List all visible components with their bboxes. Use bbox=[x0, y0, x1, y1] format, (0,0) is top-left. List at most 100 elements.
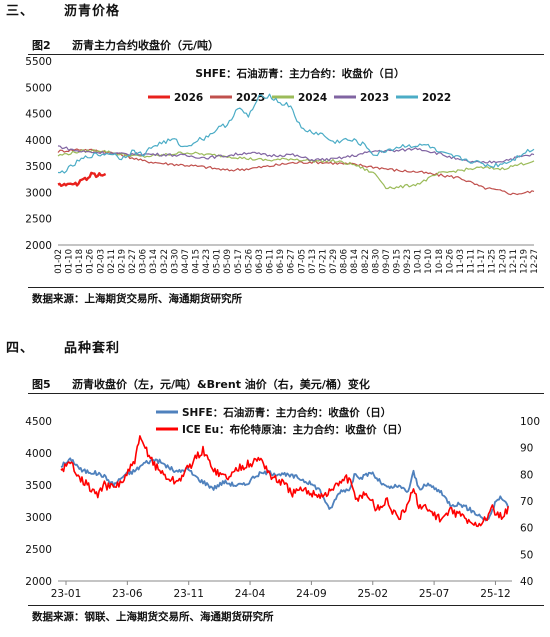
y-left-tick-label: 4000 bbox=[25, 448, 52, 460]
series-line-2025 bbox=[57, 148, 535, 196]
y-right-tick-label: 80 bbox=[520, 469, 533, 481]
x-tick-label: 07-29 bbox=[329, 249, 339, 274]
legend-entry: 2022 bbox=[422, 92, 451, 104]
x-tick-label: 03-22 bbox=[160, 249, 170, 274]
x-tick-label: 25-02 bbox=[357, 588, 388, 600]
x-tick-label: 03-30 bbox=[170, 249, 180, 274]
chart-subtitle: SHFE：石油沥青：主力合约：收盘价（日） bbox=[195, 67, 404, 80]
x-tick-label: 12-11 bbox=[509, 249, 519, 274]
x-tick-label: 09-15 bbox=[392, 249, 402, 274]
y-right-tick-label: 40 bbox=[520, 576, 533, 588]
x-tick-label: 05-01 bbox=[213, 249, 223, 274]
figure-2-source: 数据来源：上海期货交易所、海通期货研究所 bbox=[32, 293, 242, 305]
x-tick-label: 10-26 bbox=[445, 249, 455, 274]
figure-number: 图2 bbox=[32, 39, 51, 52]
figure-caption: 沥青收盘价（左，元/吨）&Brent 油价（右，美元/桶）变化 bbox=[72, 378, 370, 391]
x-tick-label: 07-21 bbox=[318, 249, 328, 274]
y-right-tick-label: 50 bbox=[520, 549, 533, 561]
figure-5-bottom-rule bbox=[28, 605, 544, 606]
legend-entry: 2025 bbox=[236, 92, 265, 104]
y-tick-label: 4500 bbox=[25, 109, 52, 121]
x-tick-label: 12-27 bbox=[530, 249, 540, 274]
figure-5-title: 图5 沥青收盘价（左，元/吨）&Brent 油价（右，美元/桶）变化 bbox=[32, 376, 370, 392]
x-tick-label: 05-26 bbox=[244, 249, 254, 274]
x-tick-label: 04-23 bbox=[202, 249, 212, 274]
y-left-tick-label: 3500 bbox=[25, 480, 52, 492]
series-line-2026 bbox=[57, 171, 107, 187]
x-tick-label: 24-09 bbox=[296, 588, 327, 600]
section-heading: 品种套利 bbox=[64, 341, 121, 356]
x-tick-label: 23-01 bbox=[51, 588, 82, 600]
x-tick-label: 24-04 bbox=[235, 588, 266, 600]
x-tick-label: 02-19 bbox=[117, 249, 127, 274]
x-tick-label: 11-03 bbox=[456, 249, 466, 274]
y-tick-label: 4000 bbox=[25, 135, 52, 147]
figure-number: 图5 bbox=[32, 378, 51, 391]
legend-entry: 2026 bbox=[174, 92, 203, 104]
x-tick-label: 02-27 bbox=[128, 249, 138, 274]
figure-5-top-rule bbox=[28, 393, 544, 394]
x-tick-label: 04-07 bbox=[181, 249, 191, 274]
legend-entry: 2024 bbox=[298, 92, 327, 104]
y-tick-label: 2500 bbox=[25, 214, 52, 226]
y-left-tick-label: 4500 bbox=[25, 416, 52, 428]
figure-2-title: 图2 沥青主力合约收盘价（元/吨） bbox=[32, 37, 219, 53]
y-right-tick-label: 100 bbox=[520, 416, 540, 428]
section-title-3: 三、 沥青价格 bbox=[6, 0, 120, 19]
x-tick-label: 12-03 bbox=[498, 249, 508, 274]
figure-2-bottom-rule bbox=[28, 287, 544, 288]
x-tick-label: 08-22 bbox=[361, 249, 371, 274]
y-left-tick-label: 2000 bbox=[25, 576, 52, 588]
y-tick-label: 5000 bbox=[25, 82, 52, 94]
x-tick-label: 25-07 bbox=[419, 588, 450, 600]
legend-entry: SHFE：石油沥青：主力合约：收盘价（日） bbox=[182, 406, 391, 419]
x-tick-label: 12-19 bbox=[519, 249, 529, 274]
x-tick-label: 03-14 bbox=[149, 249, 159, 274]
x-tick-label: 11-25 bbox=[488, 249, 498, 274]
x-tick-label: 05-09 bbox=[223, 249, 233, 274]
y-left-tick-label: 2500 bbox=[25, 544, 52, 556]
x-tick-label: 02-03 bbox=[96, 249, 106, 274]
section-heading: 沥青价格 bbox=[64, 4, 121, 19]
y-tick-label: 5500 bbox=[25, 56, 52, 68]
x-tick-label: 11-11 bbox=[467, 249, 477, 274]
x-tick-label: 09-23 bbox=[403, 249, 413, 274]
y-tick-label: 2000 bbox=[25, 240, 52, 252]
x-tick-label: 25-12 bbox=[480, 588, 511, 600]
x-tick-label: 07-13 bbox=[308, 249, 318, 274]
series-line-2024 bbox=[57, 149, 535, 190]
series-line-brent bbox=[60, 435, 509, 528]
x-tick-label: 06-11 bbox=[266, 249, 276, 274]
x-tick-label: 01-18 bbox=[75, 249, 85, 274]
x-tick-label: 07-05 bbox=[297, 249, 307, 274]
x-tick-label: 11-17 bbox=[477, 249, 487, 274]
section-title-4: 四、 品种套利 bbox=[6, 337, 120, 356]
figure-2-top-rule bbox=[28, 54, 544, 55]
legend-entry: ICE Eu：布伦特原油：主力合约：收盘价（日） bbox=[182, 423, 408, 436]
x-tick-label: 10-10 bbox=[424, 249, 434, 274]
x-tick-label: 01-10 bbox=[65, 249, 75, 274]
y-tick-label: 3500 bbox=[25, 161, 52, 173]
x-tick-label: 06-03 bbox=[255, 249, 265, 274]
x-tick-label: 09-07 bbox=[382, 249, 392, 274]
x-tick-label: 06-27 bbox=[287, 249, 297, 274]
figure-caption: 沥青主力合约收盘价（元/吨） bbox=[72, 39, 220, 52]
y-right-tick-label: 90 bbox=[520, 443, 533, 455]
y-tick-label: 3000 bbox=[25, 187, 52, 199]
x-tick-label: 01-26 bbox=[86, 249, 96, 274]
section-number: 四、 bbox=[6, 341, 35, 356]
legend-entry: 2023 bbox=[360, 92, 389, 104]
x-tick-label: 10-01 bbox=[414, 249, 424, 274]
x-tick-label: 08-06 bbox=[340, 249, 350, 274]
x-tick-label: 03-06 bbox=[139, 249, 149, 274]
x-tick-label: 08-30 bbox=[371, 249, 381, 274]
y-right-tick-label: 70 bbox=[520, 496, 533, 508]
x-tick-label: 08-14 bbox=[350, 249, 360, 274]
series-line-asphalt bbox=[60, 457, 510, 522]
x-tick-label: 10-18 bbox=[435, 249, 445, 274]
x-tick-label: 23-11 bbox=[173, 588, 204, 600]
x-tick-label: 05-17 bbox=[234, 249, 244, 274]
x-tick-label: 02-11 bbox=[107, 249, 117, 274]
